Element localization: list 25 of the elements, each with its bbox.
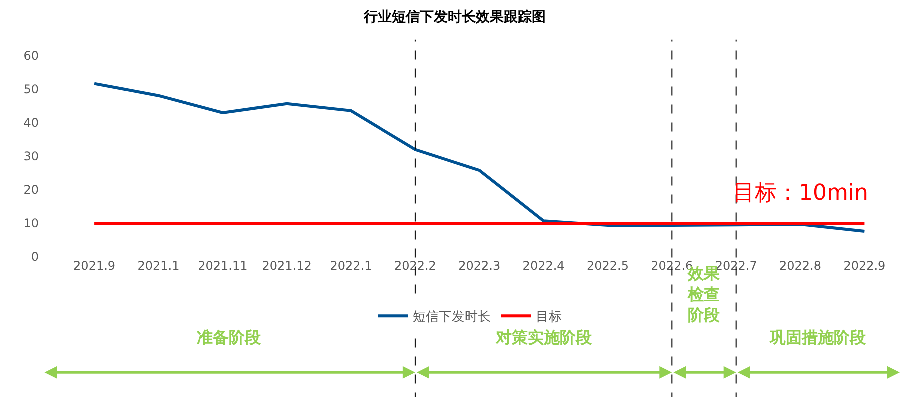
y-tick-label: 0: [31, 250, 39, 264]
x-tick-label: 2021.12: [262, 259, 312, 273]
annotation: 目标：10min: [733, 181, 868, 206]
y-tick-label: 60: [24, 49, 39, 64]
x-tick-label: 2022.2: [394, 259, 436, 273]
y-tick-label: 10: [24, 216, 39, 231]
y-tick-label: 40: [24, 116, 39, 130]
x-tick-label: 2022.8: [780, 259, 822, 273]
text: 准备阶段: [197, 328, 262, 347]
x-tick-label: 2022.1: [330, 259, 372, 273]
text: 巩固措施阶段: [769, 328, 867, 347]
y-tick-label: 20: [24, 183, 39, 198]
y-tick-label: 50: [24, 82, 39, 97]
legend-label: 目标: [536, 310, 562, 326]
text: 对策实施阶段: [495, 328, 593, 347]
x-tick-label: 2021.1: [138, 259, 180, 273]
x-tick-label: 2022.9: [844, 259, 886, 273]
legend-label: 短信下发时长: [413, 310, 491, 326]
x-tick-label: 2021.9: [74, 259, 116, 273]
chart-title: 行业短信下发时长效果跟踪图: [363, 8, 546, 26]
x-tick-label: 2021.11: [198, 259, 248, 273]
y-tick-label: 30: [24, 150, 39, 164]
x-tick-label: 2022.5: [586, 259, 629, 273]
x-tick-label: 2022.4: [522, 259, 565, 273]
x-tick-label: 2022.3: [458, 259, 501, 273]
